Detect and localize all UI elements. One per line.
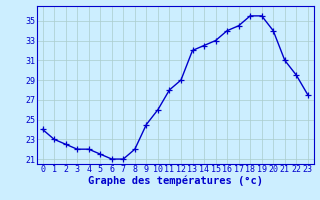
X-axis label: Graphe des températures (°c): Graphe des températures (°c) (88, 176, 263, 186)
